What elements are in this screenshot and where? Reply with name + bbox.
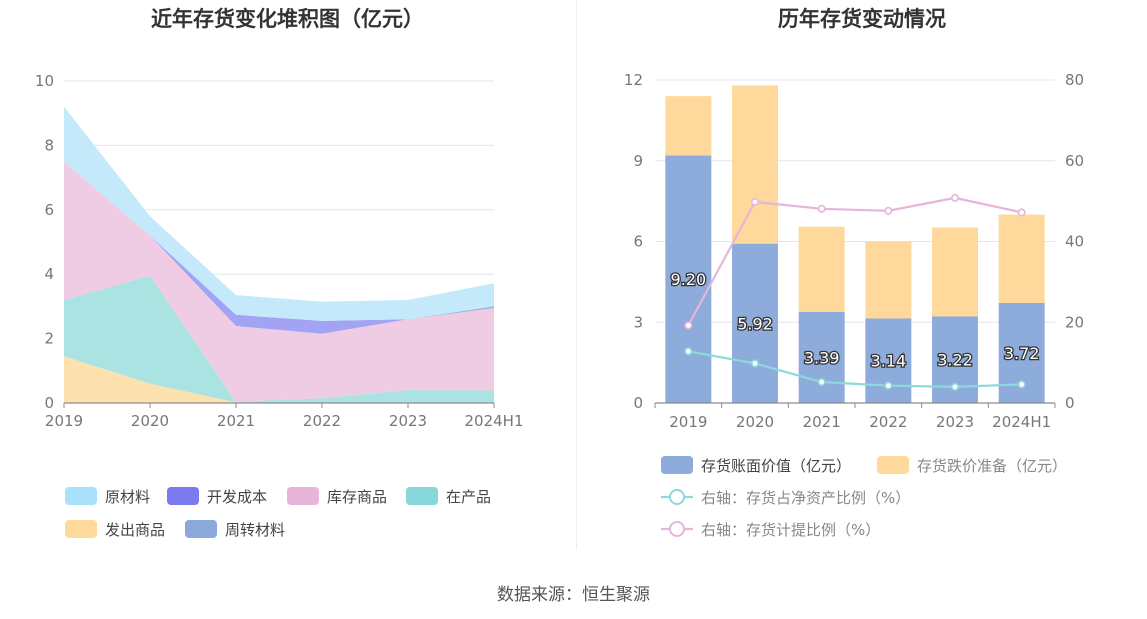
y-tick-label: 6: [44, 201, 54, 219]
line-point: [817, 204, 826, 213]
bar: [865, 241, 912, 319]
bar: [798, 311, 845, 403]
x-tick-label: 2024H1: [465, 412, 524, 430]
line-point: [1017, 208, 1026, 217]
legend-swatch: [65, 520, 97, 538]
legend-swatch: [877, 456, 909, 474]
bar: [798, 226, 845, 312]
line-point: [684, 347, 693, 356]
legend-swatch: [661, 456, 693, 474]
legend-swatch: [406, 487, 438, 505]
bar-value-label: 3.22: [937, 351, 973, 370]
legend-label: 发出商品: [105, 521, 165, 539]
y2-tick-label: 60: [1065, 152, 1084, 170]
bar-value-label: 3.39: [804, 348, 840, 367]
legend-swatch: [185, 520, 217, 538]
x-tick-label: 2019: [669, 413, 707, 431]
bar: [665, 155, 712, 403]
y-tick-label: 6: [633, 233, 643, 251]
inventory-bar-line-chart: 0 3 6 9 12 0 20 40 60 80 9.20 5.92 3.39 3.14 3.22 3.72 2…: [624, 71, 1084, 539]
legend-label: 原材料: [105, 488, 150, 506]
line-point: [950, 193, 959, 202]
y-tick-label: 4: [44, 265, 54, 283]
x-tick-label: 2022: [869, 413, 907, 431]
legend-label: 在产品: [446, 488, 491, 506]
legend-label: 库存商品: [327, 488, 387, 506]
line-point: [1017, 380, 1026, 389]
bar: [732, 85, 778, 244]
line-point: [751, 197, 760, 206]
bar-value-label: 9.20: [671, 270, 707, 289]
area-series: [64, 106, 494, 321]
x-tick-label: 2019: [45, 412, 83, 430]
y2-tick-label: 0: [1065, 394, 1075, 412]
panel-divider: [576, 0, 577, 550]
y-tick-label: 9: [633, 152, 643, 170]
legend-label: 存货账面价值（亿元）: [701, 457, 851, 475]
y-tick-label: 0: [633, 394, 643, 412]
stacked-area-chart: 0 2 4 6 8 10 2019 2020 2021 2022 2023 2024H1 原材料 开发成本…: [35, 72, 524, 539]
y-tick-label: 10: [35, 72, 54, 90]
y2-tick-label: 20: [1065, 313, 1084, 331]
x-tick-label: 2023: [936, 413, 974, 431]
line-point: [817, 378, 826, 387]
y2-tick-label: 80: [1065, 71, 1084, 89]
bar: [998, 214, 1045, 303]
y-tick-label: 12: [624, 71, 643, 89]
inventory-bar-chart-panel: 历年存货变动情况 0 3 6 9 12 0 20 40 60 80 9.20 5.92 3.39 3.14…: [577, 0, 1147, 550]
line-point: [751, 359, 760, 368]
x-tick-label: 2022: [303, 412, 341, 430]
legend-label: 周转材料: [225, 521, 285, 539]
bar-value-label: 3.14: [871, 352, 907, 371]
area-series: [64, 275, 494, 403]
x-tick-label: 2021: [217, 412, 255, 430]
bar-value-label: 5.92: [737, 314, 773, 333]
legend-marker: [669, 521, 685, 537]
legend-label: 右轴：存货占净资产比例（%）: [701, 489, 910, 507]
y-tick-label: 2: [44, 330, 54, 348]
stacked-area-chart-panel: 近年存货变化堆积图（亿元） 0 2 4 6 8 10 2019 2020 2021 2022 202…: [0, 0, 575, 550]
legend-label: 开发成本: [207, 488, 267, 506]
right-chart-title: 历年存货变动情况: [778, 7, 946, 31]
bar-value-label: 3.72: [1004, 344, 1040, 363]
x-tick-label: 2024H1: [992, 413, 1051, 431]
x-tick-label: 2023: [389, 412, 427, 430]
line-point: [950, 382, 959, 391]
legend-swatch: [287, 487, 319, 505]
legend-marker: [669, 489, 685, 505]
legend-label: 右轴：存货计提比例（%）: [701, 521, 880, 539]
x-tick-label: 2020: [131, 412, 169, 430]
area-series: [64, 356, 494, 403]
area-series: [64, 161, 494, 402]
legend-swatch: [167, 487, 199, 505]
y-tick-label: 8: [44, 136, 54, 154]
x-tick-label: 2020: [736, 413, 774, 431]
legend-label: 存货跌价准备（亿元）: [917, 457, 1067, 475]
left-chart-title: 近年存货变化堆积图（亿元）: [151, 7, 424, 31]
line-point: [884, 206, 893, 215]
x-tick-label: 2021: [803, 413, 841, 431]
y-tick-label: 3: [633, 313, 643, 331]
y-tick-label: 0: [44, 394, 54, 412]
legend-swatch: [65, 487, 97, 505]
line-series: [688, 350, 1022, 389]
bar: [665, 96, 712, 156]
y2-tick-label: 40: [1065, 233, 1084, 251]
line-series: [687, 196, 1022, 327]
bar: [932, 227, 978, 317]
data-source-note: 数据来源：恒生聚源: [497, 585, 650, 605]
line-point: [684, 321, 693, 330]
line-point: [884, 381, 893, 390]
bar: [732, 243, 778, 403]
